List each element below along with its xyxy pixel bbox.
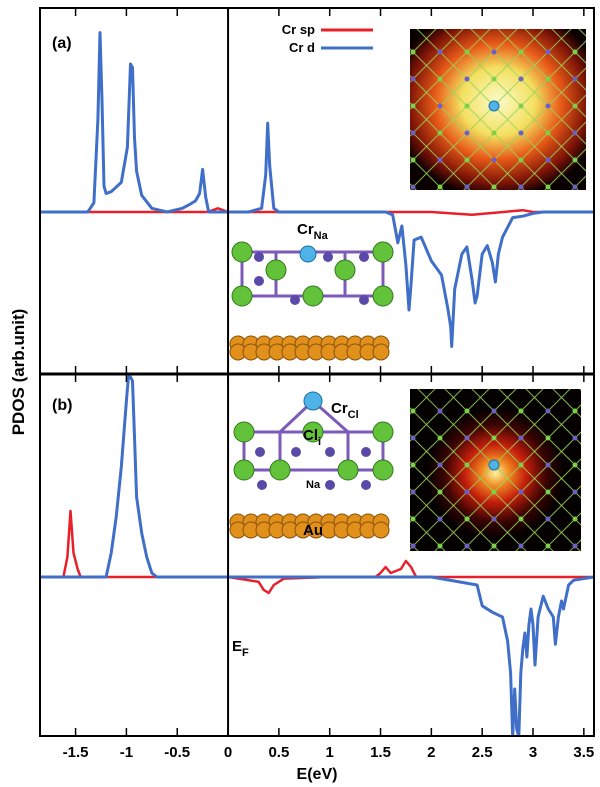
legend-label-cr-sp: Cr sp [282,22,315,37]
x-tick-label: -1 [120,744,133,761]
pdos-curves [40,31,594,736]
series-line-cr-sp-panel-b [40,509,594,595]
cl-i-label: Cli [303,427,321,448]
na-label: Na [306,479,321,491]
au-substrate-a [229,335,390,361]
x-axis-label: E(eV) [297,766,338,783]
x-tick-label: 0.5 [268,744,289,761]
panel-a-label: (a) [52,35,72,52]
x-tick-label: 1 [326,744,334,761]
y-axis-label: PDOS (arb.unit) [9,309,28,436]
x-tick-label: 2 [427,744,435,761]
cr-cl-label: CrCl [331,400,359,421]
x-tick-label: 3 [529,744,537,761]
atomic-structure-inset-a: CrNa [229,221,394,361]
x-tick-label: 1.5 [370,744,391,761]
legend-label-cr-d: Cr d [289,40,315,55]
series-line-cr-d-panel-b [40,375,594,736]
au-label: Au [303,522,323,539]
cl-atoms-a [231,241,394,307]
legend: Cr sp Cr d [282,22,373,55]
atomic-structure-inset-b: CrCl Cli Na Au [229,391,394,539]
panel-b-label: (b) [52,397,72,414]
lattice-grid-a [410,29,586,190]
au-substrate-b [229,513,390,539]
x-axis-ticks: -1.5 -1 -0.5 0 0.5 1 1.5 2 2.5 3 3.5 [63,8,594,761]
na-atoms-b [255,447,371,490]
x-tick-label: 2.5 [472,744,493,761]
x-tick-label: -0.5 [164,744,190,761]
charge-density-inset-b [410,389,581,551]
panel-a-curves [40,31,594,348]
center-atom-b [488,459,500,471]
center-atom-a [488,100,500,112]
na-atoms-a [254,252,369,305]
x-tick-label: 0 [224,744,232,761]
series-line-cr-d-panel-a [40,31,594,348]
cl-atoms-b [233,421,394,481]
x-tick-label: -1.5 [63,744,89,761]
charge-density-inset-a [410,29,586,190]
cr-atom-b [303,391,323,411]
x-tick-label: 3.5 [573,744,594,761]
cr-atom-a [299,245,317,263]
panel-b-curves [40,375,594,736]
cr-na-label: CrNa [297,221,329,242]
fermi-level-label: EF [232,638,249,659]
